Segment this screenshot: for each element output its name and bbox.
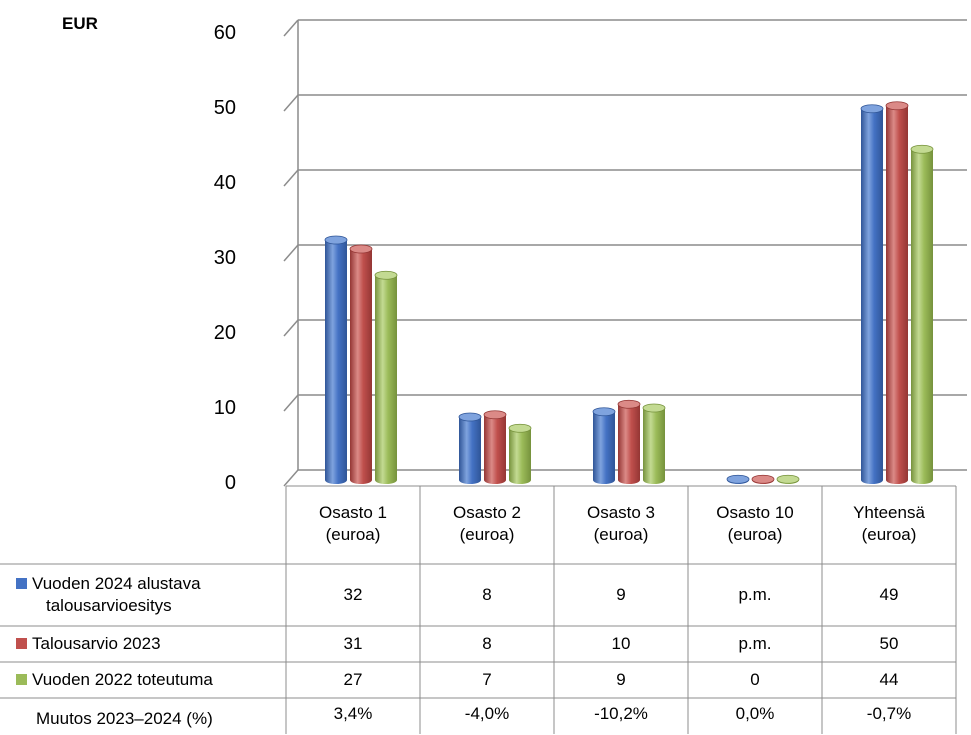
- change-row-label: Muutos 2023–2024 (%): [36, 709, 213, 728]
- data-label: 49: [879, 585, 899, 604]
- gridline: [283, 94, 967, 112]
- legend-swatch: [16, 674, 27, 685]
- data-label: 9: [616, 670, 626, 689]
- bar: [885, 101, 909, 484]
- y-tick-label: 20: [213, 322, 236, 344]
- bar: [374, 270, 398, 484]
- bar: [726, 474, 750, 484]
- data-label: 10: [611, 634, 631, 653]
- category-label: Osasto 1 (euroa): [318, 503, 388, 544]
- data-label: p.m.: [738, 634, 772, 653]
- y-tick-label: 30: [213, 247, 236, 269]
- data-label: 31: [343, 634, 363, 653]
- data-label: 7: [482, 670, 492, 689]
- bar: [458, 412, 482, 484]
- bar: [910, 144, 934, 484]
- data-label: 9: [616, 585, 626, 604]
- gridline: [283, 19, 967, 37]
- gridline: [283, 244, 967, 262]
- legend-entry: Vuoden 2022 toteutuma: [16, 669, 213, 691]
- data-label: 44: [879, 670, 899, 689]
- change-value: -10,2%: [594, 704, 648, 723]
- bar: [508, 423, 532, 484]
- data-label: 50: [879, 634, 899, 653]
- gridline: [283, 319, 967, 337]
- bar: [349, 244, 373, 484]
- data-label: 27: [343, 670, 363, 689]
- y-tick-label: 0: [224, 472, 236, 494]
- y-tick-label: 60: [213, 22, 236, 44]
- bar: [642, 403, 666, 484]
- bar: [776, 474, 800, 484]
- bar: [617, 399, 641, 484]
- gridline: [283, 394, 967, 412]
- data-label: 32: [343, 585, 363, 604]
- change-value: -0,7%: [866, 704, 912, 723]
- bar: [324, 235, 348, 484]
- bar: [751, 474, 775, 484]
- bar: [860, 104, 884, 484]
- y-tick-label: 10: [213, 397, 236, 419]
- y-tick-label: 40: [213, 172, 236, 194]
- gridline: [283, 169, 967, 187]
- category-label: Osasto 10 (euroa): [716, 503, 794, 544]
- category-label: Yhteensä (euroa): [853, 503, 925, 544]
- legend-entry: Talousarvio 2023: [16, 633, 161, 655]
- data-label: 8: [482, 634, 492, 653]
- unit-label: EUR: [62, 14, 98, 33]
- bar: [483, 410, 507, 484]
- data-label: p.m.: [738, 585, 772, 604]
- legend-entry: Vuoden 2024 alustava talousarvioesitys: [16, 573, 201, 617]
- legend-swatch: [16, 578, 27, 589]
- data-label: 8: [482, 585, 492, 604]
- bar: [592, 407, 616, 484]
- y-tick-label: 50: [213, 97, 236, 119]
- category-label: Osasto 2 (euroa): [452, 503, 522, 544]
- change-value: 0,0%: [735, 704, 775, 723]
- legend-swatch: [16, 638, 27, 649]
- change-value: -4,0%: [464, 704, 510, 723]
- category-label: Osasto 3 (euroa): [586, 503, 656, 544]
- data-label: 0: [750, 670, 760, 689]
- change-value: 3,4%: [333, 704, 373, 723]
